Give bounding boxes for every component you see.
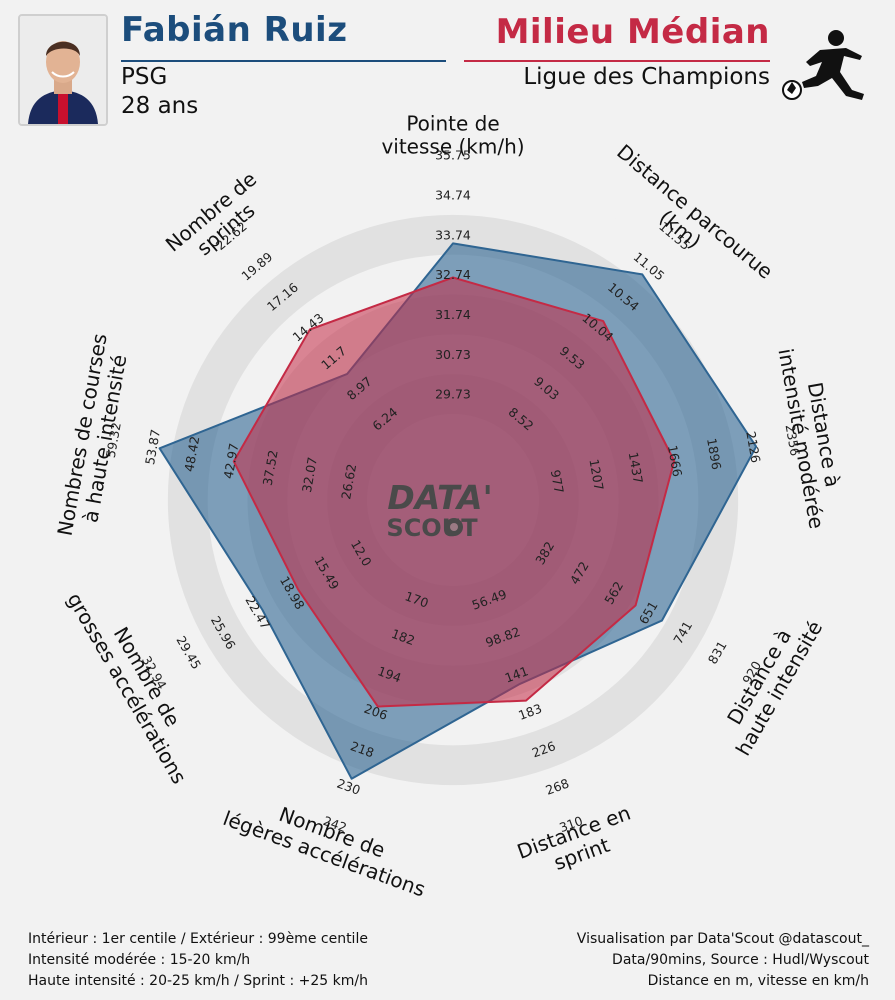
radar-tick-label: 32.74 [435, 267, 471, 282]
player-photo [18, 14, 108, 126]
footer-notes: Intérieur : 1er centile / Extérieur : 99… [28, 929, 368, 992]
datascout-logo: DATA' SCOUT [386, 478, 492, 542]
radar-series-polygon [232, 276, 676, 708]
radar-tick-label: 35.75 [435, 148, 471, 163]
club-name: PSG [121, 64, 168, 90]
position-name: Milieu Médian [495, 12, 770, 52]
competition-name: Ligue des Champions [523, 64, 770, 90]
logo-text-line1: DATA' [387, 478, 492, 517]
radar-tick-label: 977 [548, 469, 567, 495]
radar-tick-label: 1207 [586, 458, 606, 492]
radar-tick-label: 53.87 [142, 428, 163, 466]
radar-tick-label: 2356 [783, 423, 803, 457]
player-name: Fabián Ruiz [121, 10, 348, 50]
logo-text-line2: SCOUT [386, 514, 478, 542]
footer-credit-line: Visualisation par Data'Scout @datascout_ [576, 931, 869, 947]
radar-axis-label: Nombres de coursesà haute intensité [53, 332, 135, 542]
player-underline [121, 60, 446, 62]
soccer-ball-icon [445, 518, 463, 536]
footballer-kicking-icon [782, 30, 864, 100]
position-underline [464, 60, 770, 62]
footer-credits: Visualisation par Data'Scout @datascout_… [577, 929, 869, 992]
radar-tick-label: 2126 [743, 430, 763, 464]
player-photo-icon [20, 16, 106, 124]
radar-tick-label: 32.07 [299, 456, 320, 494]
radar-tick-label: 42.97 [221, 442, 242, 480]
radar-series-layer [158, 242, 758, 780]
radar-axis-label: Pointe de vitesse (km/h) [381, 112, 524, 159]
radar-tick-label: 1896 [704, 437, 724, 471]
radar-tick-label: 34.74 [435, 187, 471, 202]
footer-credit-line: Distance en m, vitesse en km/h [647, 973, 869, 989]
radar-axis-label-line: Pointe de [406, 112, 499, 136]
radar-tick-label: 26.62 [338, 463, 359, 501]
footer-note-line: Intérieur : 1er centile / Extérieur : 99… [28, 931, 368, 947]
radar-tick-label: 48.42 [181, 435, 202, 473]
radar-tick-label: 29.73 [435, 387, 471, 402]
radar-tick-label: 1437 [626, 451, 646, 485]
footer-note-line: Haute intensité : 20-25 km/h / Sprint : … [28, 973, 368, 989]
radar-tick-label: 37.52 [260, 449, 281, 487]
radar-tick-label: 1666 [665, 444, 685, 478]
footer-note-line: Intensité modérée : 15-20 km/h [28, 952, 251, 968]
radar-tick-label: 30.73 [435, 347, 471, 362]
radar-tick-label: 33.74 [435, 227, 471, 242]
radar-axis-label-line: vitesse (km/h) [381, 135, 524, 159]
footer-credit-line: Data/90mins, Source : Hudl/Wyscout [612, 952, 869, 968]
player-age: 28 ans [121, 93, 199, 119]
radar-tick-label: 59.32 [103, 421, 124, 459]
radar-tick-label: 31.74 [435, 307, 471, 322]
